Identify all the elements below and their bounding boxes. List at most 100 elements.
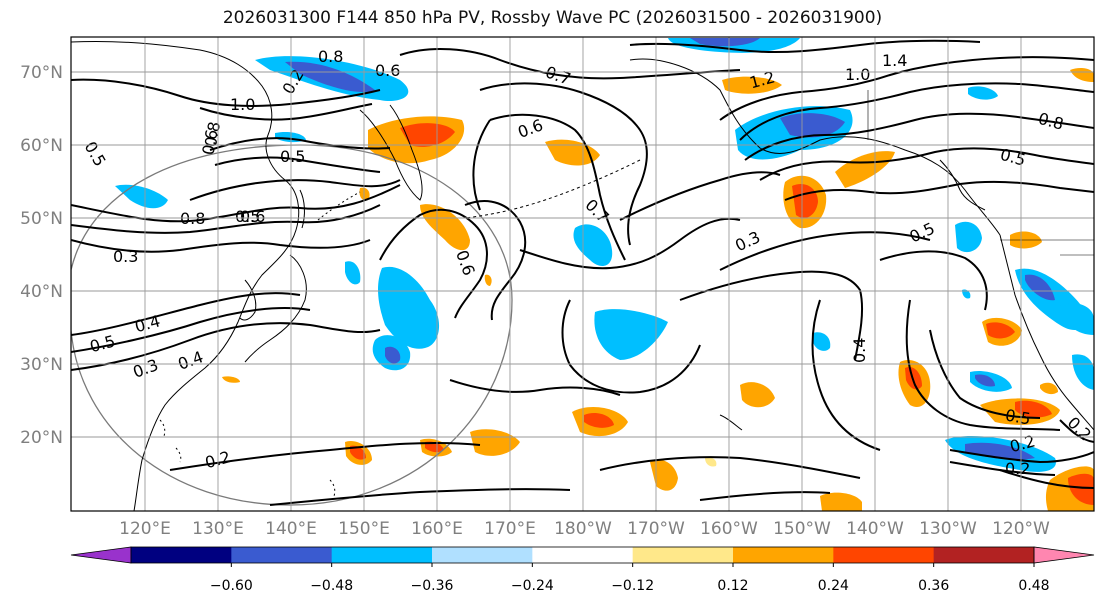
colorbar-tick-label: 0.24 (818, 578, 849, 594)
colorbar-tick-label: −0.60 (210, 578, 253, 594)
contour-line (269, 488, 571, 506)
contour-line (739, 82, 1094, 141)
contour-label: 0.6 (240, 207, 265, 226)
contour-line (71, 78, 381, 107)
colorbar-outline (130, 546, 1035, 564)
lat-label: 40°N (20, 282, 63, 302)
pos-anomaly (986, 322, 1015, 339)
pv-contours (71, 39, 1094, 506)
contour-line (71, 307, 311, 353)
contour-line (699, 491, 831, 501)
neg-anomaly (1072, 354, 1094, 390)
neg-anomaly (780, 113, 845, 138)
lon-label: 160°W (700, 519, 758, 539)
lon-label: 130°W (919, 519, 977, 539)
map-background (71, 37, 1094, 511)
contour-line (449, 379, 621, 396)
contour-line (71, 204, 381, 234)
contour-label: 0.5 (1004, 405, 1032, 428)
coast-korea (239, 279, 257, 321)
contour-line (679, 270, 864, 361)
contour-label: 0.6 (198, 128, 221, 156)
contour-label: 0.8 (318, 47, 343, 66)
colorbar-tick-label: 0.36 (918, 578, 949, 594)
coast-kuril (317, 191, 361, 221)
contour-line (619, 171, 781, 221)
neg-anomaly (955, 221, 982, 253)
lon-label: 160°E (411, 519, 463, 539)
contour-line (169, 441, 481, 471)
colorbar-tick-label: −0.24 (511, 578, 554, 594)
coast-kamchatka (359, 104, 423, 201)
colorbar-ticks: −0.60 −0.48 −0.36 −0.24 −0.12 0.12 0.24 0.36 0.4… (210, 563, 1050, 594)
contour-line (189, 179, 401, 201)
coast-bc (939, 159, 986, 211)
lon-label: 180°W (554, 519, 612, 539)
pos-anomaly (400, 123, 455, 147)
lon-label: 170°E (484, 519, 536, 539)
contour-line (949, 449, 1094, 464)
coast-hawaii (719, 414, 743, 431)
map-content: 0.8 0.6 0.2 1.0 0.6 0.8 0.5 0.5 0.5 0.6 … (71, 37, 1094, 511)
pos-anomaly (835, 151, 895, 188)
contour-label: 0.5 (280, 147, 305, 166)
contour-label: 0.6 (375, 61, 400, 80)
neg-anomaly (285, 61, 375, 93)
colorbar-segment (131, 547, 232, 563)
neg-anomaly (594, 309, 668, 360)
contour-line (214, 156, 381, 173)
contour-line (489, 113, 626, 261)
contour-label: 1.0 (230, 95, 255, 114)
colorbar-extend-min (70, 546, 132, 564)
lon-label: 130°E (192, 519, 244, 539)
colorbar-segment (331, 547, 433, 563)
map-frame (70, 36, 1095, 512)
lat-label: 60°N (20, 136, 63, 156)
contour-label: 0.2 (1005, 459, 1030, 478)
colorbar-extend-max (1033, 546, 1095, 564)
contour-label: 1.4 (882, 51, 907, 70)
lat-label: 50°N (20, 209, 63, 229)
neg-anomaly (813, 332, 831, 351)
colorbar-segment (933, 547, 1035, 563)
pos-anomaly (1015, 400, 1052, 418)
pos-anomaly (1040, 382, 1058, 395)
pos-anomaly (1070, 68, 1094, 82)
contour-line (479, 82, 648, 246)
contour-line (719, 231, 931, 271)
lon-label: 120°W (992, 519, 1050, 539)
contour-line (759, 147, 1094, 181)
contour-line (744, 112, 1094, 161)
pos-anomaly (470, 429, 520, 456)
lon-label: 150°W (773, 519, 831, 539)
lon-label: 140°E (265, 519, 317, 539)
latitude-labels: 70°N 60°N 50°N 40°N 30°N 20°N (20, 63, 63, 448)
lat-label: 20°N (20, 428, 63, 448)
lat-label: 30°N (20, 355, 63, 375)
contour-labels: 0.8 0.6 0.2 1.0 0.6 0.8 0.5 0.5 0.5 0.6 … (81, 47, 1094, 478)
contour-line (1059, 419, 1094, 443)
colorbar-tick-label: −0.36 (411, 578, 454, 594)
pos-anomaly (420, 204, 470, 251)
contour-line (811, 299, 881, 451)
contour-label: 1.0 (845, 65, 870, 84)
map-title: 2026031300 F144 850 hPa PV, Rossby Wave … (222, 8, 883, 28)
contour-line (561, 299, 701, 394)
contour-line (71, 239, 371, 253)
colorbar-tick-label: −0.48 (310, 578, 353, 594)
contour-line (629, 39, 981, 54)
pos-anomaly (350, 445, 366, 460)
neg-anomaly (345, 261, 361, 285)
contour-line (399, 48, 741, 80)
coast-asia (71, 40, 300, 511)
colorbar-tick-label: −0.12 (611, 578, 654, 594)
neg-anomaly (385, 346, 401, 364)
coast-na (999, 234, 1094, 431)
contour-label: 0.8 (180, 209, 205, 228)
contour-line (719, 56, 1094, 121)
pos-anomaly (740, 382, 775, 408)
lon-label: 150°E (338, 519, 390, 539)
pos-anomaly (820, 492, 862, 511)
colorbar-segment (632, 547, 734, 563)
contour-line (784, 180, 1094, 201)
